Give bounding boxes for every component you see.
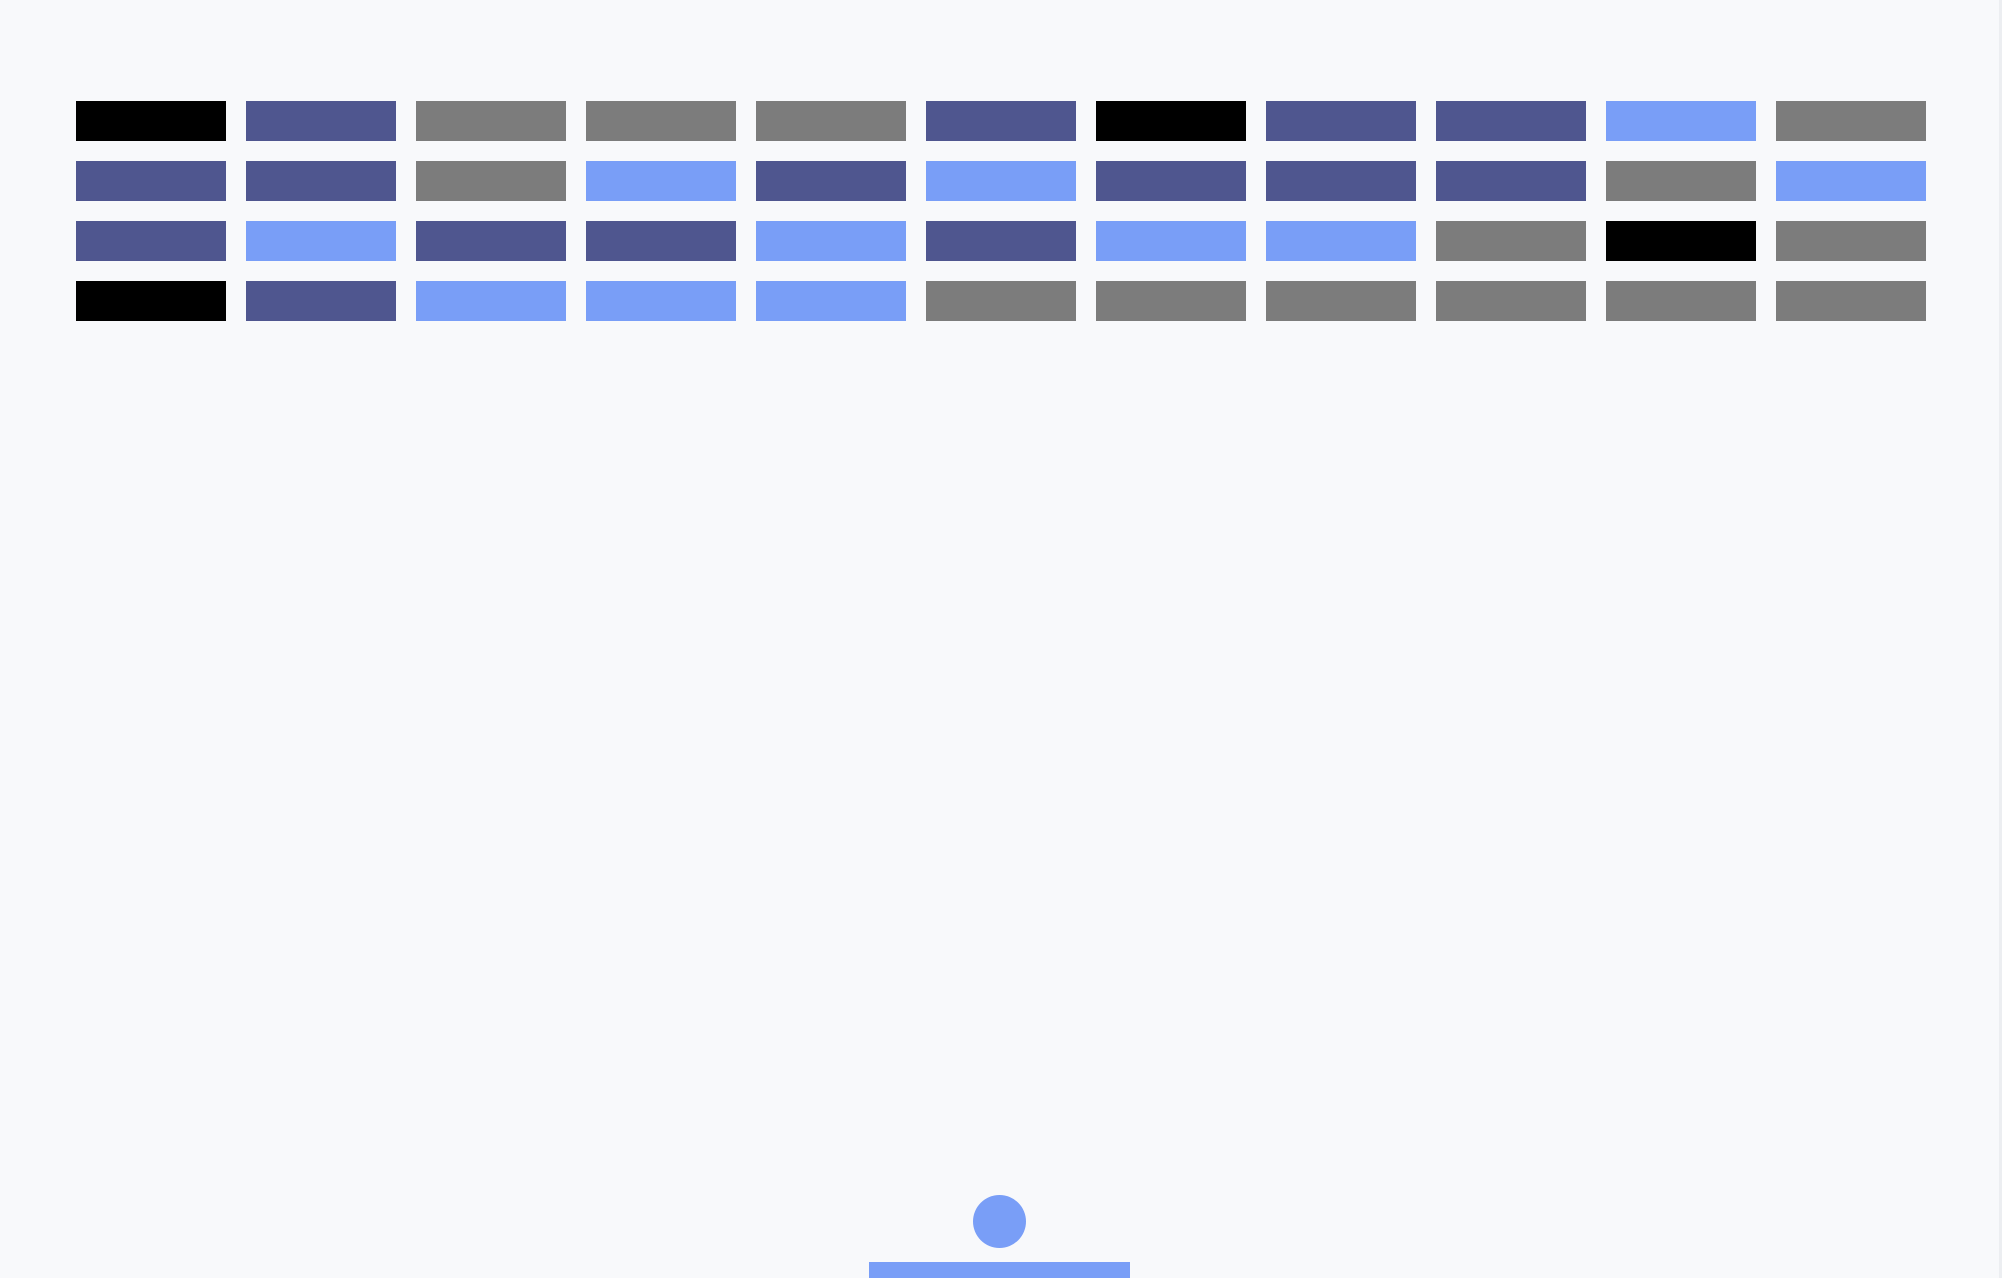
brick	[246, 101, 396, 141]
brick	[1776, 161, 1926, 201]
brick	[926, 101, 1076, 141]
brick	[1266, 101, 1416, 141]
brick	[756, 161, 906, 201]
brick	[1776, 281, 1926, 321]
brick	[1096, 281, 1246, 321]
brick	[1606, 281, 1756, 321]
brick	[586, 281, 736, 321]
brick	[926, 281, 1076, 321]
brick	[1436, 101, 1586, 141]
brick	[246, 281, 396, 321]
brick	[1436, 221, 1586, 261]
brick	[1096, 221, 1246, 261]
brick	[1096, 161, 1246, 201]
brick	[76, 281, 226, 321]
brick	[1436, 161, 1586, 201]
brick	[1266, 281, 1416, 321]
brick	[1606, 101, 1756, 141]
ball	[973, 1195, 1026, 1248]
brick	[1606, 221, 1756, 261]
brick	[756, 281, 906, 321]
brick	[416, 101, 566, 141]
brick	[756, 221, 906, 261]
brick	[586, 221, 736, 261]
brick	[246, 221, 396, 261]
brick	[416, 281, 566, 321]
brick	[416, 161, 566, 201]
brick	[1606, 161, 1756, 201]
brick	[416, 221, 566, 261]
brick	[76, 101, 226, 141]
brick	[926, 221, 1076, 261]
brick	[1266, 161, 1416, 201]
board-edge	[1999, 0, 2002, 1278]
brick	[586, 101, 736, 141]
brick	[1096, 101, 1246, 141]
paddle[interactable]	[869, 1262, 1130, 1278]
brick	[586, 161, 736, 201]
brick	[246, 161, 396, 201]
brick	[1436, 281, 1586, 321]
brick	[76, 161, 226, 201]
brick	[1776, 221, 1926, 261]
brick	[926, 161, 1076, 201]
brick	[76, 221, 226, 261]
brick	[1776, 101, 1926, 141]
brick	[756, 101, 906, 141]
brick	[1266, 221, 1416, 261]
